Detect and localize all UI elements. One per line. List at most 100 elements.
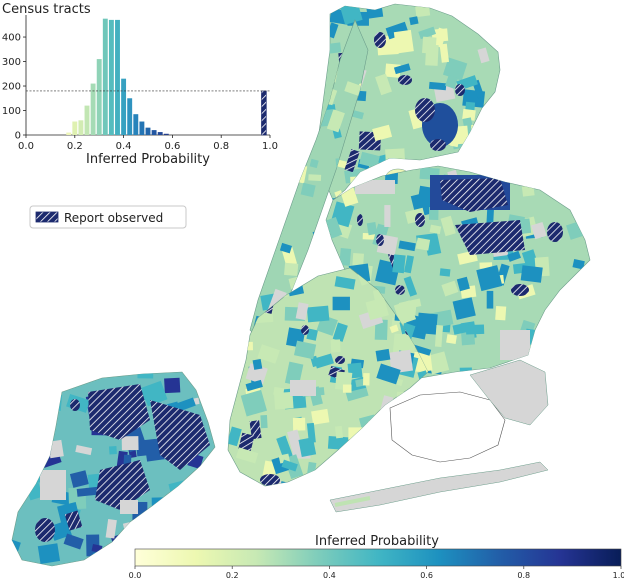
histogram-xtick-label: 0.4 bbox=[116, 141, 132, 152]
census-tract bbox=[463, 4, 489, 16]
histogram-xtick-label: 0.0 bbox=[18, 141, 34, 152]
census-tract bbox=[470, 124, 489, 145]
census-tract bbox=[27, 565, 52, 566]
histogram-ytick-label: 300 bbox=[2, 57, 21, 68]
histogram-xlabel: Inferred Probability bbox=[86, 152, 210, 167]
census-tract bbox=[337, 449, 347, 466]
histogram-bar bbox=[163, 133, 169, 135]
census-tract bbox=[284, 361, 304, 386]
census-tract bbox=[344, 149, 360, 173]
census-tract bbox=[252, 358, 263, 370]
histogram-bar bbox=[108, 19, 114, 136]
map-region bbox=[11, 3, 591, 567]
census-tract bbox=[452, 322, 471, 335]
census-tract bbox=[237, 293, 255, 307]
census-tract bbox=[141, 380, 168, 407]
histogram-xtick-label: 0.6 bbox=[164, 141, 180, 152]
census-tract bbox=[328, 477, 341, 486]
census-tract bbox=[441, 280, 459, 297]
census-tract bbox=[490, 105, 500, 131]
census-tract bbox=[393, 63, 411, 75]
census-tract bbox=[277, 481, 288, 486]
census-tract bbox=[330, 339, 341, 353]
census-tract bbox=[440, 215, 456, 237]
census-tract bbox=[491, 142, 500, 153]
census-tract bbox=[374, 319, 388, 341]
colorbar-ticks: 0.0 0.2 0.4 0.6 0.8 1.0 bbox=[129, 566, 624, 580]
census-tract bbox=[332, 296, 350, 311]
histogram-bar bbox=[90, 83, 96, 135]
census-tract bbox=[543, 172, 556, 191]
census-tract bbox=[352, 252, 364, 268]
census-tract bbox=[76, 486, 100, 497]
census-tract bbox=[13, 381, 33, 399]
histogram-bar bbox=[151, 130, 157, 135]
census-tract bbox=[389, 324, 399, 334]
census-tract bbox=[232, 342, 246, 354]
census-tract bbox=[309, 158, 319, 169]
census-tract bbox=[27, 436, 40, 454]
histogram-bar bbox=[121, 78, 127, 135]
census-tract bbox=[389, 460, 407, 479]
census-tract bbox=[47, 439, 64, 459]
census-tract bbox=[445, 75, 459, 89]
census-tract bbox=[306, 305, 330, 323]
census-tract bbox=[476, 265, 503, 292]
census-tract bbox=[428, 81, 447, 91]
census-tract bbox=[326, 109, 345, 133]
census-tract bbox=[539, 323, 548, 333]
census-tract bbox=[409, 16, 419, 26]
histogram-ytick-label: 200 bbox=[2, 82, 21, 93]
census-tract bbox=[496, 167, 508, 180]
census-tract bbox=[108, 445, 117, 455]
census-tract bbox=[520, 265, 543, 283]
census-tract bbox=[416, 312, 438, 335]
census-tract bbox=[366, 5, 384, 19]
census-tract bbox=[257, 344, 280, 364]
census-tract bbox=[313, 353, 334, 369]
census-tract bbox=[198, 487, 215, 508]
census-tract bbox=[191, 531, 207, 544]
census-tract bbox=[378, 426, 390, 438]
legend: Report observed bbox=[29, 205, 187, 229]
census-tract bbox=[462, 108, 476, 121]
census-tract bbox=[274, 162, 285, 178]
census-tract bbox=[228, 465, 238, 486]
histogram-bar bbox=[72, 121, 78, 135]
histogram-title: Census tracts bbox=[2, 2, 91, 17]
census-tract bbox=[433, 27, 447, 48]
census-tract bbox=[121, 436, 139, 451]
histogram-bar bbox=[157, 132, 163, 135]
histogram-bar bbox=[84, 105, 90, 135]
histogram-bar bbox=[139, 121, 145, 135]
census-tract bbox=[260, 415, 268, 429]
histogram-bar bbox=[102, 18, 108, 135]
histogram-inset: Census tracts 0 100 200 300 400 0.0 0.2 0.4 0.6 0… bbox=[2, 2, 278, 167]
census-tract bbox=[348, 427, 363, 440]
census-tract bbox=[212, 386, 215, 404]
jamaica-bay bbox=[389, 391, 506, 463]
census-tract bbox=[295, 302, 309, 321]
census-tract bbox=[308, 174, 322, 182]
airport-land bbox=[469, 359, 549, 426]
census-tract bbox=[581, 369, 590, 378]
census-tract bbox=[245, 379, 263, 392]
colorbar-tick-label: 0.6 bbox=[420, 571, 433, 580]
census-tract bbox=[306, 422, 316, 443]
census-tract bbox=[367, 419, 384, 429]
census-tract bbox=[40, 393, 63, 411]
census-tract bbox=[306, 328, 318, 341]
census-tract bbox=[403, 276, 418, 297]
census-tract bbox=[398, 240, 416, 252]
census-tract bbox=[363, 373, 370, 386]
histogram-ytick-label: 100 bbox=[2, 106, 21, 117]
histogram-xtick-label: 0.8 bbox=[213, 141, 229, 152]
histogram-ytick-label: 400 bbox=[2, 33, 21, 44]
census-tract bbox=[446, 334, 457, 345]
census-tract bbox=[366, 221, 378, 236]
census-tract bbox=[479, 262, 493, 269]
census-tract bbox=[521, 185, 535, 197]
census-tract bbox=[359, 151, 380, 169]
census-tract bbox=[175, 397, 196, 412]
census-tract bbox=[550, 332, 570, 356]
